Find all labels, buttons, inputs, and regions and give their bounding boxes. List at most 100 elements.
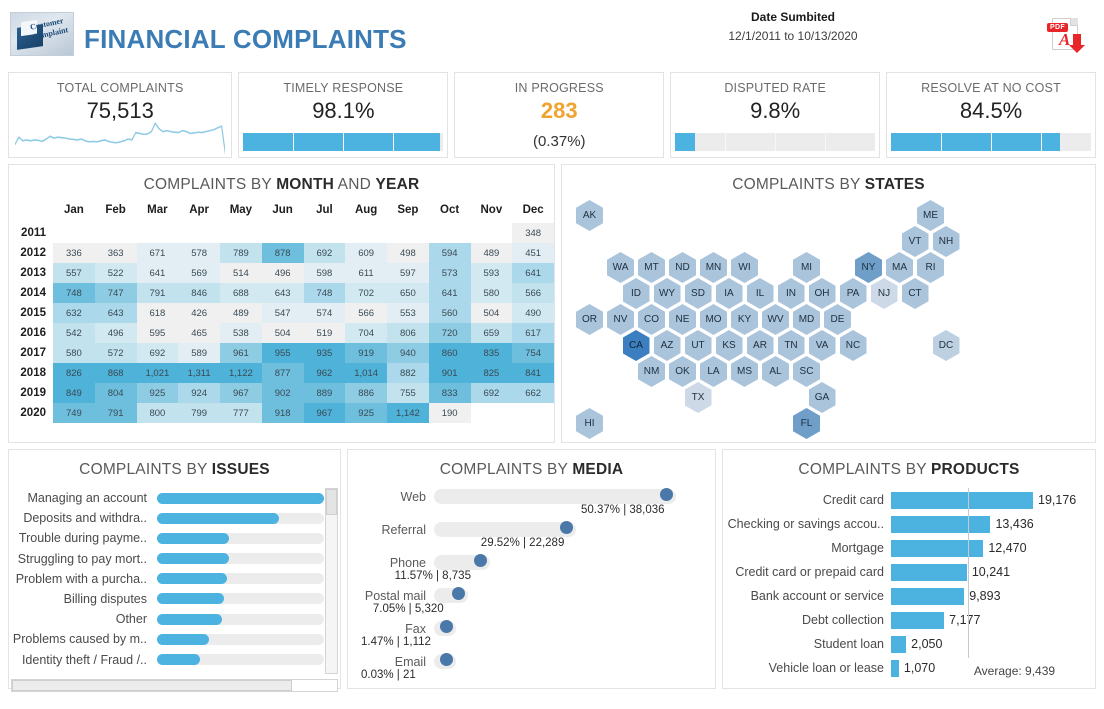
product-row[interactable]: Checking or savings accou.. 13,436 [723, 512, 1095, 536]
heatmap-cell[interactable]: 617 [512, 323, 554, 343]
heatmap-cell[interactable]: 609 [345, 243, 387, 263]
state-hex-fl[interactable]: FL [793, 408, 820, 439]
issue-row[interactable]: Problem with a purcha.. [9, 569, 340, 589]
heatmap-cell[interactable]: 940 [387, 343, 429, 363]
heatmap-cell[interactable]: 918 [261, 403, 304, 423]
heatmap-cell[interactable] [261, 223, 304, 243]
heatmap-cell[interactable]: 611 [345, 263, 387, 283]
state-hex-tn[interactable]: TN [777, 330, 805, 361]
heatmap-cell[interactable]: 662 [512, 383, 554, 403]
heatmap-cell[interactable]: 650 [387, 283, 429, 303]
heatmap-cell[interactable]: 955 [261, 343, 304, 363]
state-hex-la[interactable]: LA [700, 356, 727, 387]
heatmap-cell[interactable]: 598 [303, 263, 346, 283]
state-hex-nh[interactable]: NH [932, 226, 960, 257]
state-hex-ne[interactable]: NE [669, 304, 696, 335]
heatmap-cell[interactable] [345, 223, 387, 243]
heatmap-cell[interactable]: 748 [303, 283, 346, 303]
heatmap-cell[interactable]: 643 [261, 283, 304, 303]
heatmap-cell[interactable] [512, 403, 554, 423]
heatmap-cell[interactable]: 641 [428, 283, 471, 303]
state-hex-or[interactable]: OR [576, 304, 603, 335]
state-hex-wa[interactable]: WA [607, 252, 634, 283]
heatmap-cell[interactable]: 692 [470, 383, 513, 403]
heatmap-cell[interactable]: 489 [220, 303, 262, 323]
heatmap-cell[interactable]: 924 [178, 383, 220, 403]
state-hex-de[interactable]: DE [824, 304, 851, 335]
product-row[interactable]: Bank account or service 9,893 [723, 584, 1095, 608]
heatmap-cell[interactable]: 593 [470, 263, 513, 283]
heatmap-cell[interactable]: 496 [94, 323, 137, 343]
heatmap-cell[interactable]: 348 [512, 223, 554, 243]
heatmap-cell[interactable]: 749 [53, 403, 95, 423]
heatmap-cell[interactable]: 935 [303, 343, 346, 363]
state-hex-oh[interactable]: OH [808, 278, 836, 309]
issues-vertical-scrollbar[interactable] [325, 488, 338, 674]
heatmap-cell[interactable]: 877 [261, 363, 304, 383]
heatmap-cell[interactable]: 967 [220, 383, 262, 403]
heatmap-cell[interactable]: 846 [178, 283, 220, 303]
heatmap-cell[interactable]: 882 [387, 363, 429, 383]
heatmap-cell[interactable]: 594 [428, 243, 471, 263]
heatmap-cell[interactable]: 688 [220, 283, 262, 303]
state-hex-ok[interactable]: OK [669, 356, 696, 387]
heatmap-cell[interactable]: 878 [261, 243, 304, 263]
heatmap-cell[interactable]: 754 [512, 343, 554, 363]
product-row[interactable]: Student loan 2,050 [723, 632, 1095, 656]
heatmap-cell[interactable] [470, 403, 513, 423]
state-hex-nj[interactable]: NJ [870, 278, 898, 309]
state-hex-ut[interactable]: UT [684, 330, 712, 361]
heatmap-cell[interactable]: 504 [261, 323, 304, 343]
issues-vertical-scroll-thumb[interactable] [326, 489, 337, 515]
heatmap-cell[interactable]: 498 [387, 243, 429, 263]
state-hex-ms[interactable]: MS [731, 356, 758, 387]
heatmap-cell[interactable]: 1,122 [220, 363, 262, 383]
state-hex-co[interactable]: CO [638, 304, 665, 335]
state-hex-ga[interactable]: GA [808, 382, 836, 413]
heatmap-cell[interactable] [387, 223, 429, 243]
heatmap-cell[interactable]: 901 [428, 363, 471, 383]
heatmap-cell[interactable]: 542 [53, 323, 95, 343]
heatmap-cell[interactable]: 889 [303, 383, 346, 403]
heatmap-cell[interactable]: 496 [261, 263, 304, 283]
heatmap-cell[interactable]: 580 [53, 343, 95, 363]
state-hex-ks[interactable]: KS [715, 330, 743, 361]
issue-row[interactable]: Trouble during payme.. [9, 528, 340, 548]
heatmap-cell[interactable]: 789 [220, 243, 262, 263]
heatmap-cell[interactable]: 566 [512, 283, 554, 303]
state-hex-ct[interactable]: CT [901, 278, 929, 309]
heatmap-cell[interactable]: 925 [136, 383, 179, 403]
state-hex-nd[interactable]: ND [669, 252, 696, 283]
heatmap-cell[interactable]: 833 [428, 383, 471, 403]
heatmap-cell[interactable]: 886 [345, 383, 387, 403]
heatmap-cell[interactable]: 489 [470, 243, 513, 263]
heatmap-cell[interactable]: 426 [178, 303, 220, 323]
heatmap-cell[interactable]: 573 [428, 263, 471, 283]
heatmap-cell[interactable] [220, 223, 262, 243]
state-hex-me[interactable]: ME [917, 200, 944, 231]
heatmap-cell[interactable]: 806 [387, 323, 429, 343]
state-hex-ky[interactable]: KY [731, 304, 758, 335]
heatmap-cell[interactable]: 919 [345, 343, 387, 363]
heatmap-cell[interactable]: 925 [345, 403, 387, 423]
media-row[interactable]: Referral 29.52% | 22,289 [348, 520, 711, 553]
heatmap-cell[interactable]: 804 [94, 383, 137, 403]
heatmap-cell[interactable]: 692 [303, 243, 346, 263]
heatmap-cell[interactable]: 519 [303, 323, 346, 343]
state-hex-tx[interactable]: TX [684, 382, 712, 413]
issue-row[interactable]: Identity theft / Fraud /.. [9, 650, 340, 670]
heatmap-cell[interactable]: 363 [94, 243, 137, 263]
heatmap-cell[interactable]: 825 [470, 363, 513, 383]
state-hex-hi[interactable]: HI [576, 408, 603, 439]
product-row[interactable]: Vehicle loan or lease 1,070 [723, 656, 1095, 680]
heatmap-cell[interactable]: 961 [220, 343, 262, 363]
heatmap-cell[interactable] [428, 223, 471, 243]
state-hex-ma[interactable]: MA [886, 252, 913, 283]
state-hex-nv[interactable]: NV [607, 304, 634, 335]
state-hex-wv[interactable]: WV [762, 304, 789, 335]
heatmap-cell[interactable]: 451 [512, 243, 554, 263]
media-value-dot[interactable] [451, 587, 465, 600]
heatmap-cell[interactable]: 514 [220, 263, 262, 283]
heatmap-cell[interactable] [53, 223, 95, 243]
state-hex-az[interactable]: AZ [653, 330, 681, 361]
